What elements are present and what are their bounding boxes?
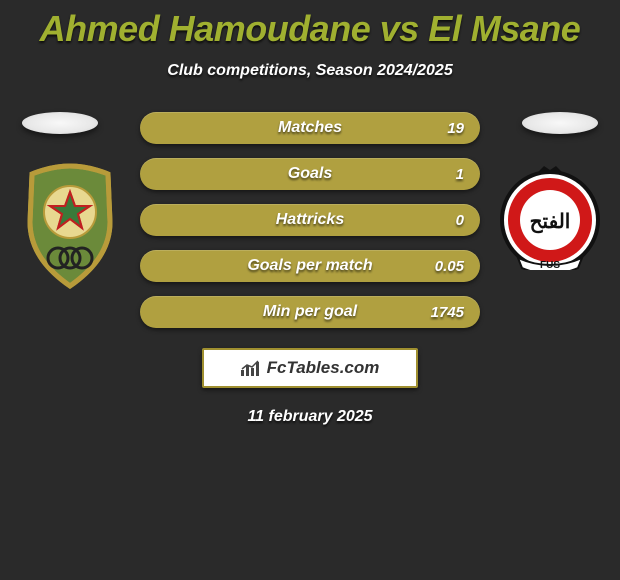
stat-label: Hattricks xyxy=(276,211,344,229)
svg-text:الفتح: الفتح xyxy=(530,211,571,234)
chart-icon xyxy=(241,360,261,376)
stat-bar-goals-per-match: Goals per match 0.05 xyxy=(140,250,480,282)
player-avatar-right xyxy=(522,112,598,134)
club-crest-left xyxy=(20,162,120,290)
stat-value: 0.05 xyxy=(435,258,464,275)
stat-bar-min-per-goal: Min per goal 1745 xyxy=(140,296,480,328)
stat-label: Matches xyxy=(278,119,342,137)
stat-bar-matches: Matches 19 xyxy=(140,112,480,144)
player-avatar-left xyxy=(22,112,98,134)
stat-bar-hattricks: Hattricks 0 xyxy=(140,204,480,236)
brand-text: FcTables.com xyxy=(267,358,380,378)
stat-label: Min per goal xyxy=(263,303,357,321)
stats-bars: Matches 19 Goals 1 Hattricks 0 Goals per… xyxy=(140,112,480,328)
page-subtitle: Club competitions, Season 2024/2025 xyxy=(0,62,620,80)
club-crest-right: الفتح FUS xyxy=(500,162,600,262)
comparison-date: 11 february 2025 xyxy=(0,408,620,426)
svg-text:FUS: FUS xyxy=(540,260,560,270)
stat-label: Goals xyxy=(288,165,332,183)
stat-value: 19 xyxy=(447,120,464,137)
comparison-panel: الفتح FUS Matches 19 Goals 1 Hattricks 0… xyxy=(0,112,620,426)
stat-bar-goals: Goals 1 xyxy=(140,158,480,190)
brand-attribution: FcTables.com xyxy=(202,348,418,388)
stat-value: 0 xyxy=(456,212,464,229)
page-title: Ahmed Hamoudane vs El Msane xyxy=(0,0,620,50)
stat-value: 1 xyxy=(456,166,464,183)
stat-label: Goals per match xyxy=(247,257,372,275)
stat-value: 1745 xyxy=(431,304,464,321)
